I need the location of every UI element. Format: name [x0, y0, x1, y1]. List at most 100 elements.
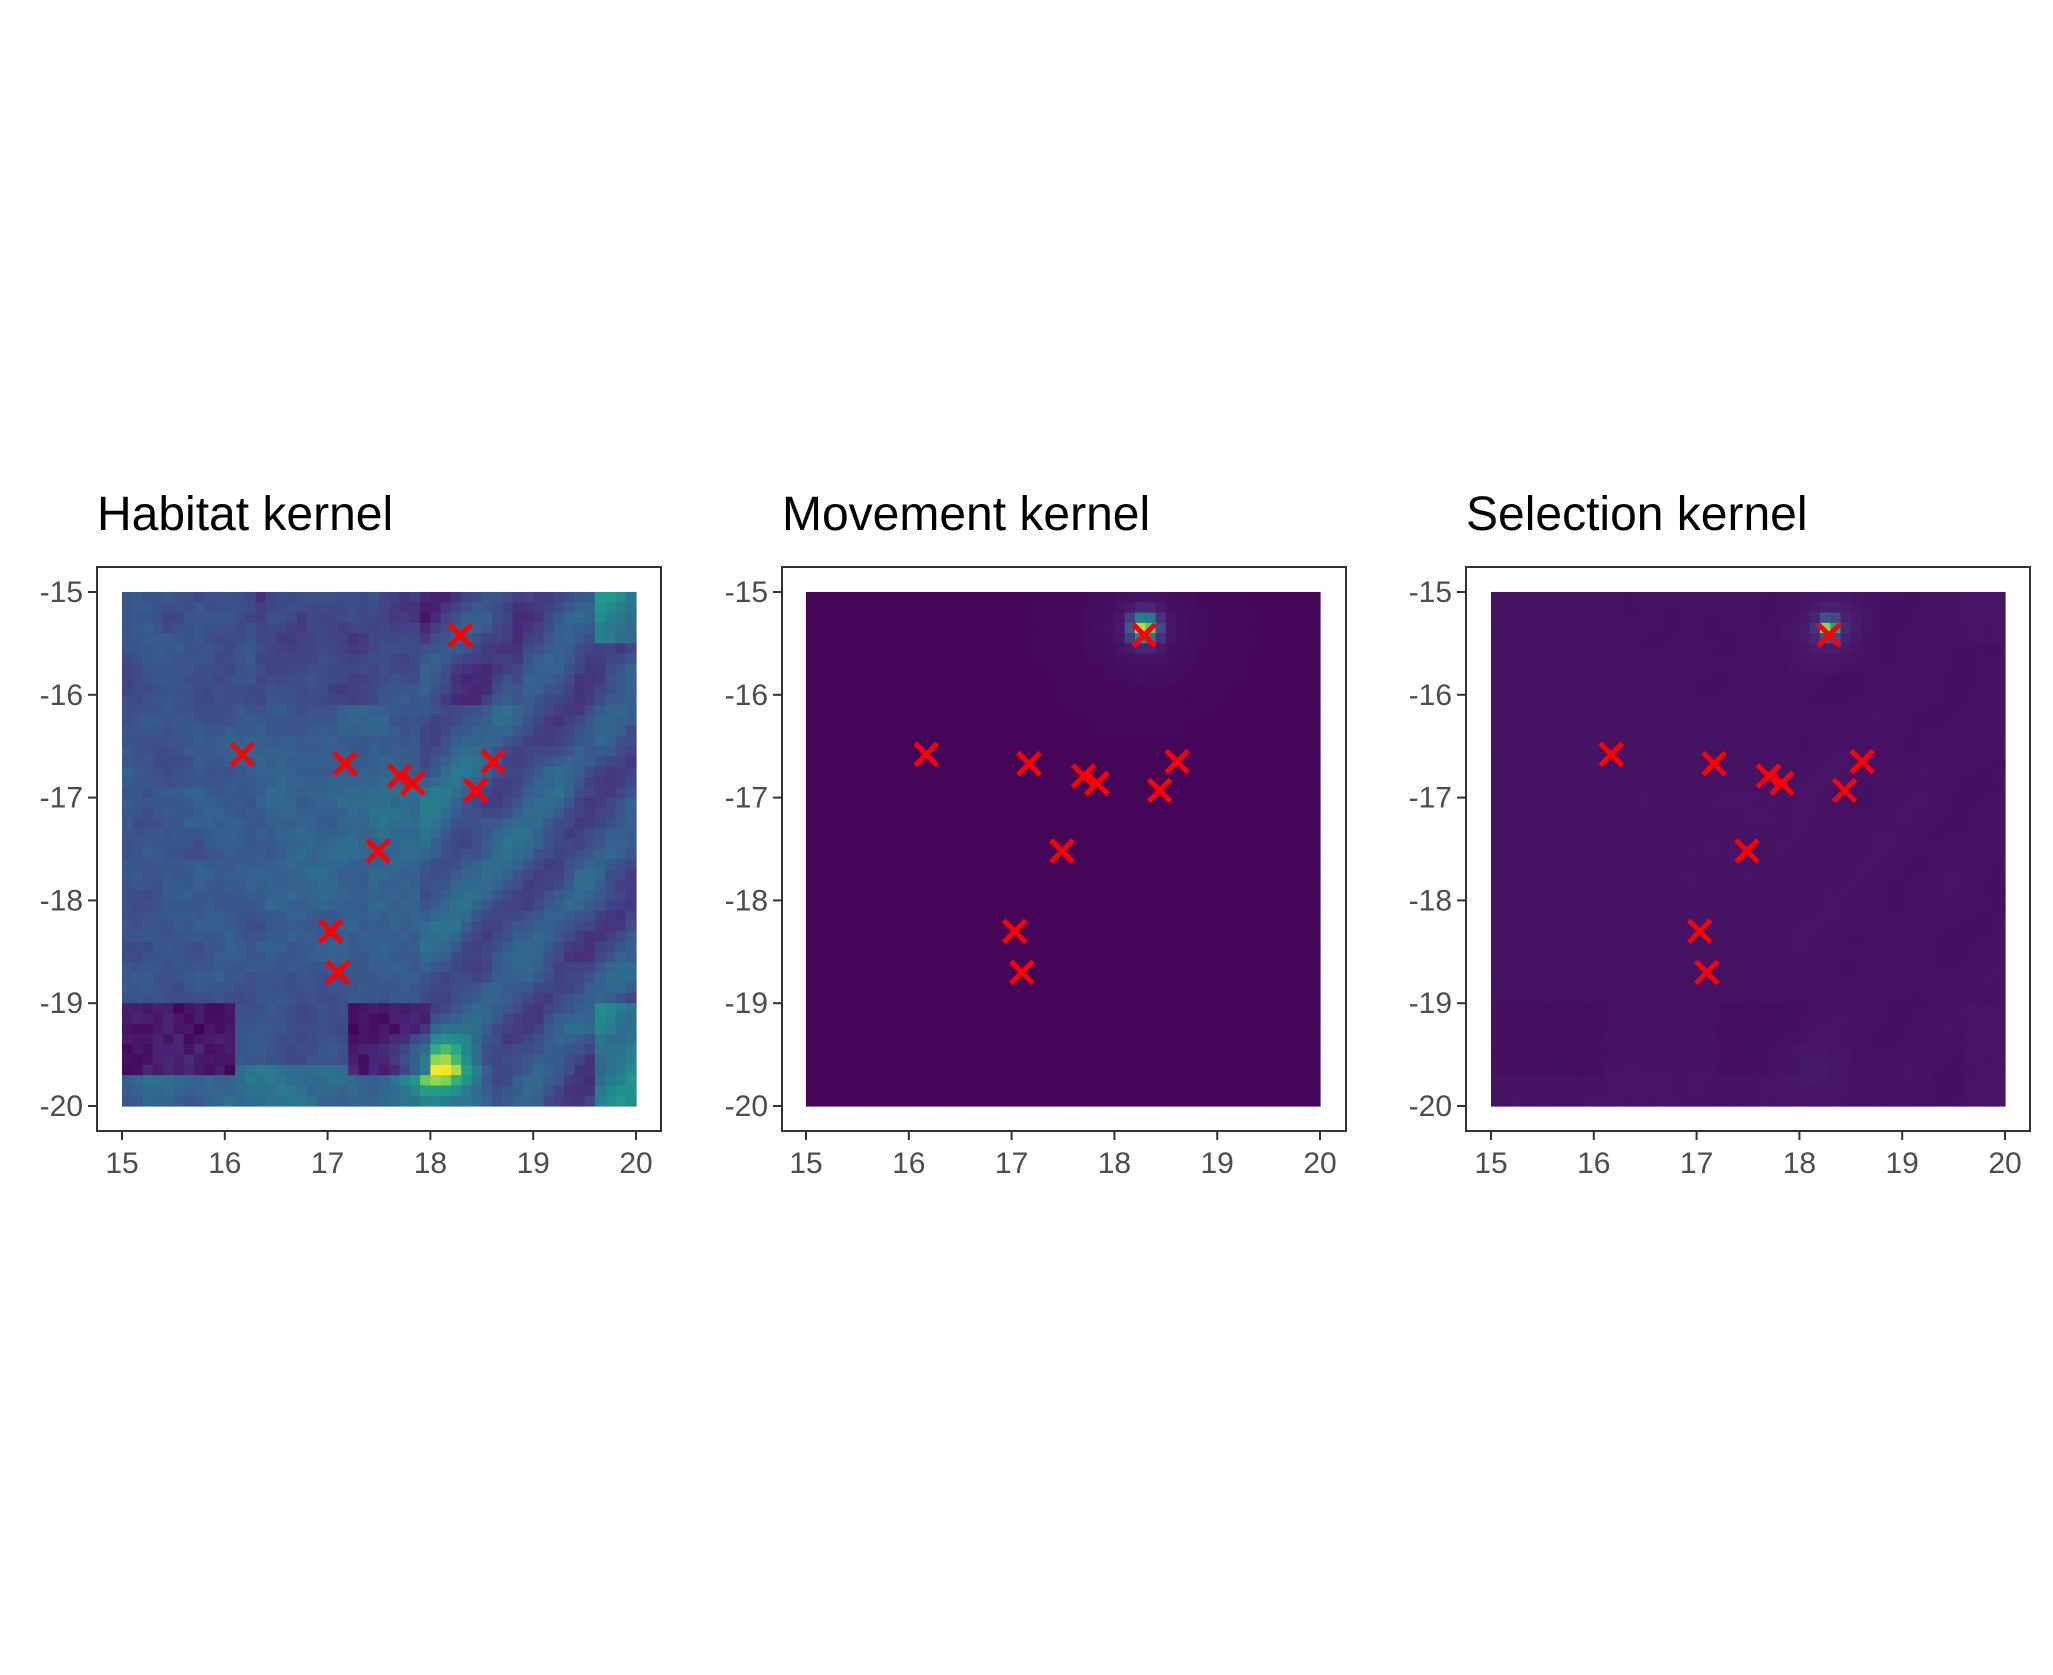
heatmap-cell [276, 1064, 288, 1076]
heatmap-cell [163, 602, 174, 614]
location-markers [229, 622, 506, 986]
heatmap-cell [1165, 1003, 1177, 1015]
heatmap-cell [1248, 735, 1259, 747]
heatmap-cell [991, 1095, 1002, 1107]
heatmap-cell [1042, 962, 1054, 973]
heatmap-cell [142, 849, 154, 860]
heatmap-cell [1114, 818, 1126, 830]
heatmap-cell [214, 972, 226, 984]
heatmap-cell [847, 1034, 858, 1045]
heatmap-cell [867, 869, 879, 881]
heatmap-cell [265, 859, 277, 871]
heatmap-cell [1052, 1095, 1064, 1107]
heatmap-cell [1063, 1023, 1074, 1035]
heatmap-cell [163, 1064, 174, 1076]
heatmap-cell [255, 900, 267, 912]
heatmap-cell [1042, 602, 1054, 614]
heatmap-cell [1299, 602, 1311, 614]
heatmap-cell [1155, 653, 1167, 665]
heatmap-cell [533, 612, 545, 624]
heatmap-cell [929, 962, 941, 973]
heatmap-cell [492, 951, 503, 963]
heatmap-cell [296, 849, 308, 860]
heatmap-cell [991, 1064, 1002, 1076]
heatmap-cell [450, 787, 462, 799]
heatmap-cell [867, 592, 879, 603]
heatmap-cell [991, 746, 1002, 758]
heatmap-cell [615, 818, 627, 830]
heatmap-cell [389, 1034, 401, 1045]
heatmap-cell [522, 890, 534, 901]
heatmap-cell [286, 910, 298, 922]
heatmap-cell [286, 992, 298, 1004]
heatmap-cell [867, 602, 879, 614]
heatmap-cell [173, 592, 185, 603]
heatmap-cell [224, 900, 236, 912]
heatmap-cell [1186, 869, 1198, 881]
heatmap-cell [255, 869, 267, 881]
heatmap-cell [317, 735, 329, 747]
heatmap-cell [970, 1075, 982, 1087]
heatmap-cell [857, 1085, 869, 1097]
heatmap-cell [348, 818, 360, 830]
heatmap-cell [919, 1044, 930, 1056]
heatmap-cell [1093, 931, 1105, 943]
heatmap-cell [132, 622, 144, 634]
heatmap-cell [481, 592, 493, 603]
heatmap-cell [193, 715, 205, 727]
heatmap-cell [337, 849, 349, 860]
heatmap-cell [1268, 807, 1280, 819]
heatmap-cell [939, 756, 951, 768]
heatmap-cell [1217, 694, 1229, 706]
heatmap-cell [122, 972, 133, 984]
heatmap-cell [1299, 982, 1311, 994]
heatmap-cell [307, 633, 318, 644]
heatmap-cell [888, 663, 900, 675]
heatmap-cell [368, 982, 380, 994]
heatmap-cell [286, 838, 298, 850]
heatmap-cell [1001, 1095, 1013, 1107]
heatmap-cell [543, 859, 555, 871]
heatmap-cell [1124, 787, 1136, 799]
heatmap-cell [929, 849, 941, 860]
heatmap-cell [584, 941, 596, 953]
heatmap-cell [867, 1034, 879, 1045]
heatmap-cell [379, 900, 390, 912]
heatmap-cell [142, 705, 154, 716]
heatmap-cell [224, 920, 236, 932]
heatmap-cell [919, 725, 930, 737]
heatmap-cell [553, 592, 565, 603]
heatmap-cell [960, 807, 972, 819]
heatmap-cell [173, 838, 185, 850]
heatmap-cell [379, 725, 390, 737]
heatmap-cell [327, 941, 339, 953]
heatmap-cell [1206, 756, 1218, 768]
heatmap-cell [245, 869, 257, 881]
heatmap-cell [399, 982, 411, 994]
heatmap-cell [898, 653, 910, 665]
heatmap-cell [816, 1085, 828, 1097]
heatmap-cell [806, 756, 817, 768]
heatmap-cell [132, 735, 144, 747]
heatmap-cell [265, 602, 277, 614]
heatmap-cell [1073, 643, 1085, 655]
heatmap-cell [502, 1085, 514, 1097]
heatmap-cell [1104, 643, 1115, 655]
heatmap-cell [317, 622, 329, 634]
heatmap-cell [877, 653, 889, 665]
heatmap-cell [867, 1044, 879, 1056]
heatmap-cell [949, 602, 961, 614]
heatmap-cell [1114, 869, 1126, 881]
heatmap-cell [594, 1054, 606, 1066]
heatmap-cell [461, 962, 473, 973]
heatmap-cell [481, 1003, 493, 1015]
heatmap-cell [193, 838, 205, 850]
heatmap-cell [991, 725, 1002, 737]
heatmap-cell [245, 951, 257, 963]
heatmap-cell [492, 602, 503, 614]
heatmap-cell [867, 663, 879, 675]
heatmap-cell [142, 756, 154, 768]
heatmap-cell [286, 920, 298, 932]
heatmap-cell [214, 592, 226, 603]
heatmap-cell [867, 797, 879, 809]
